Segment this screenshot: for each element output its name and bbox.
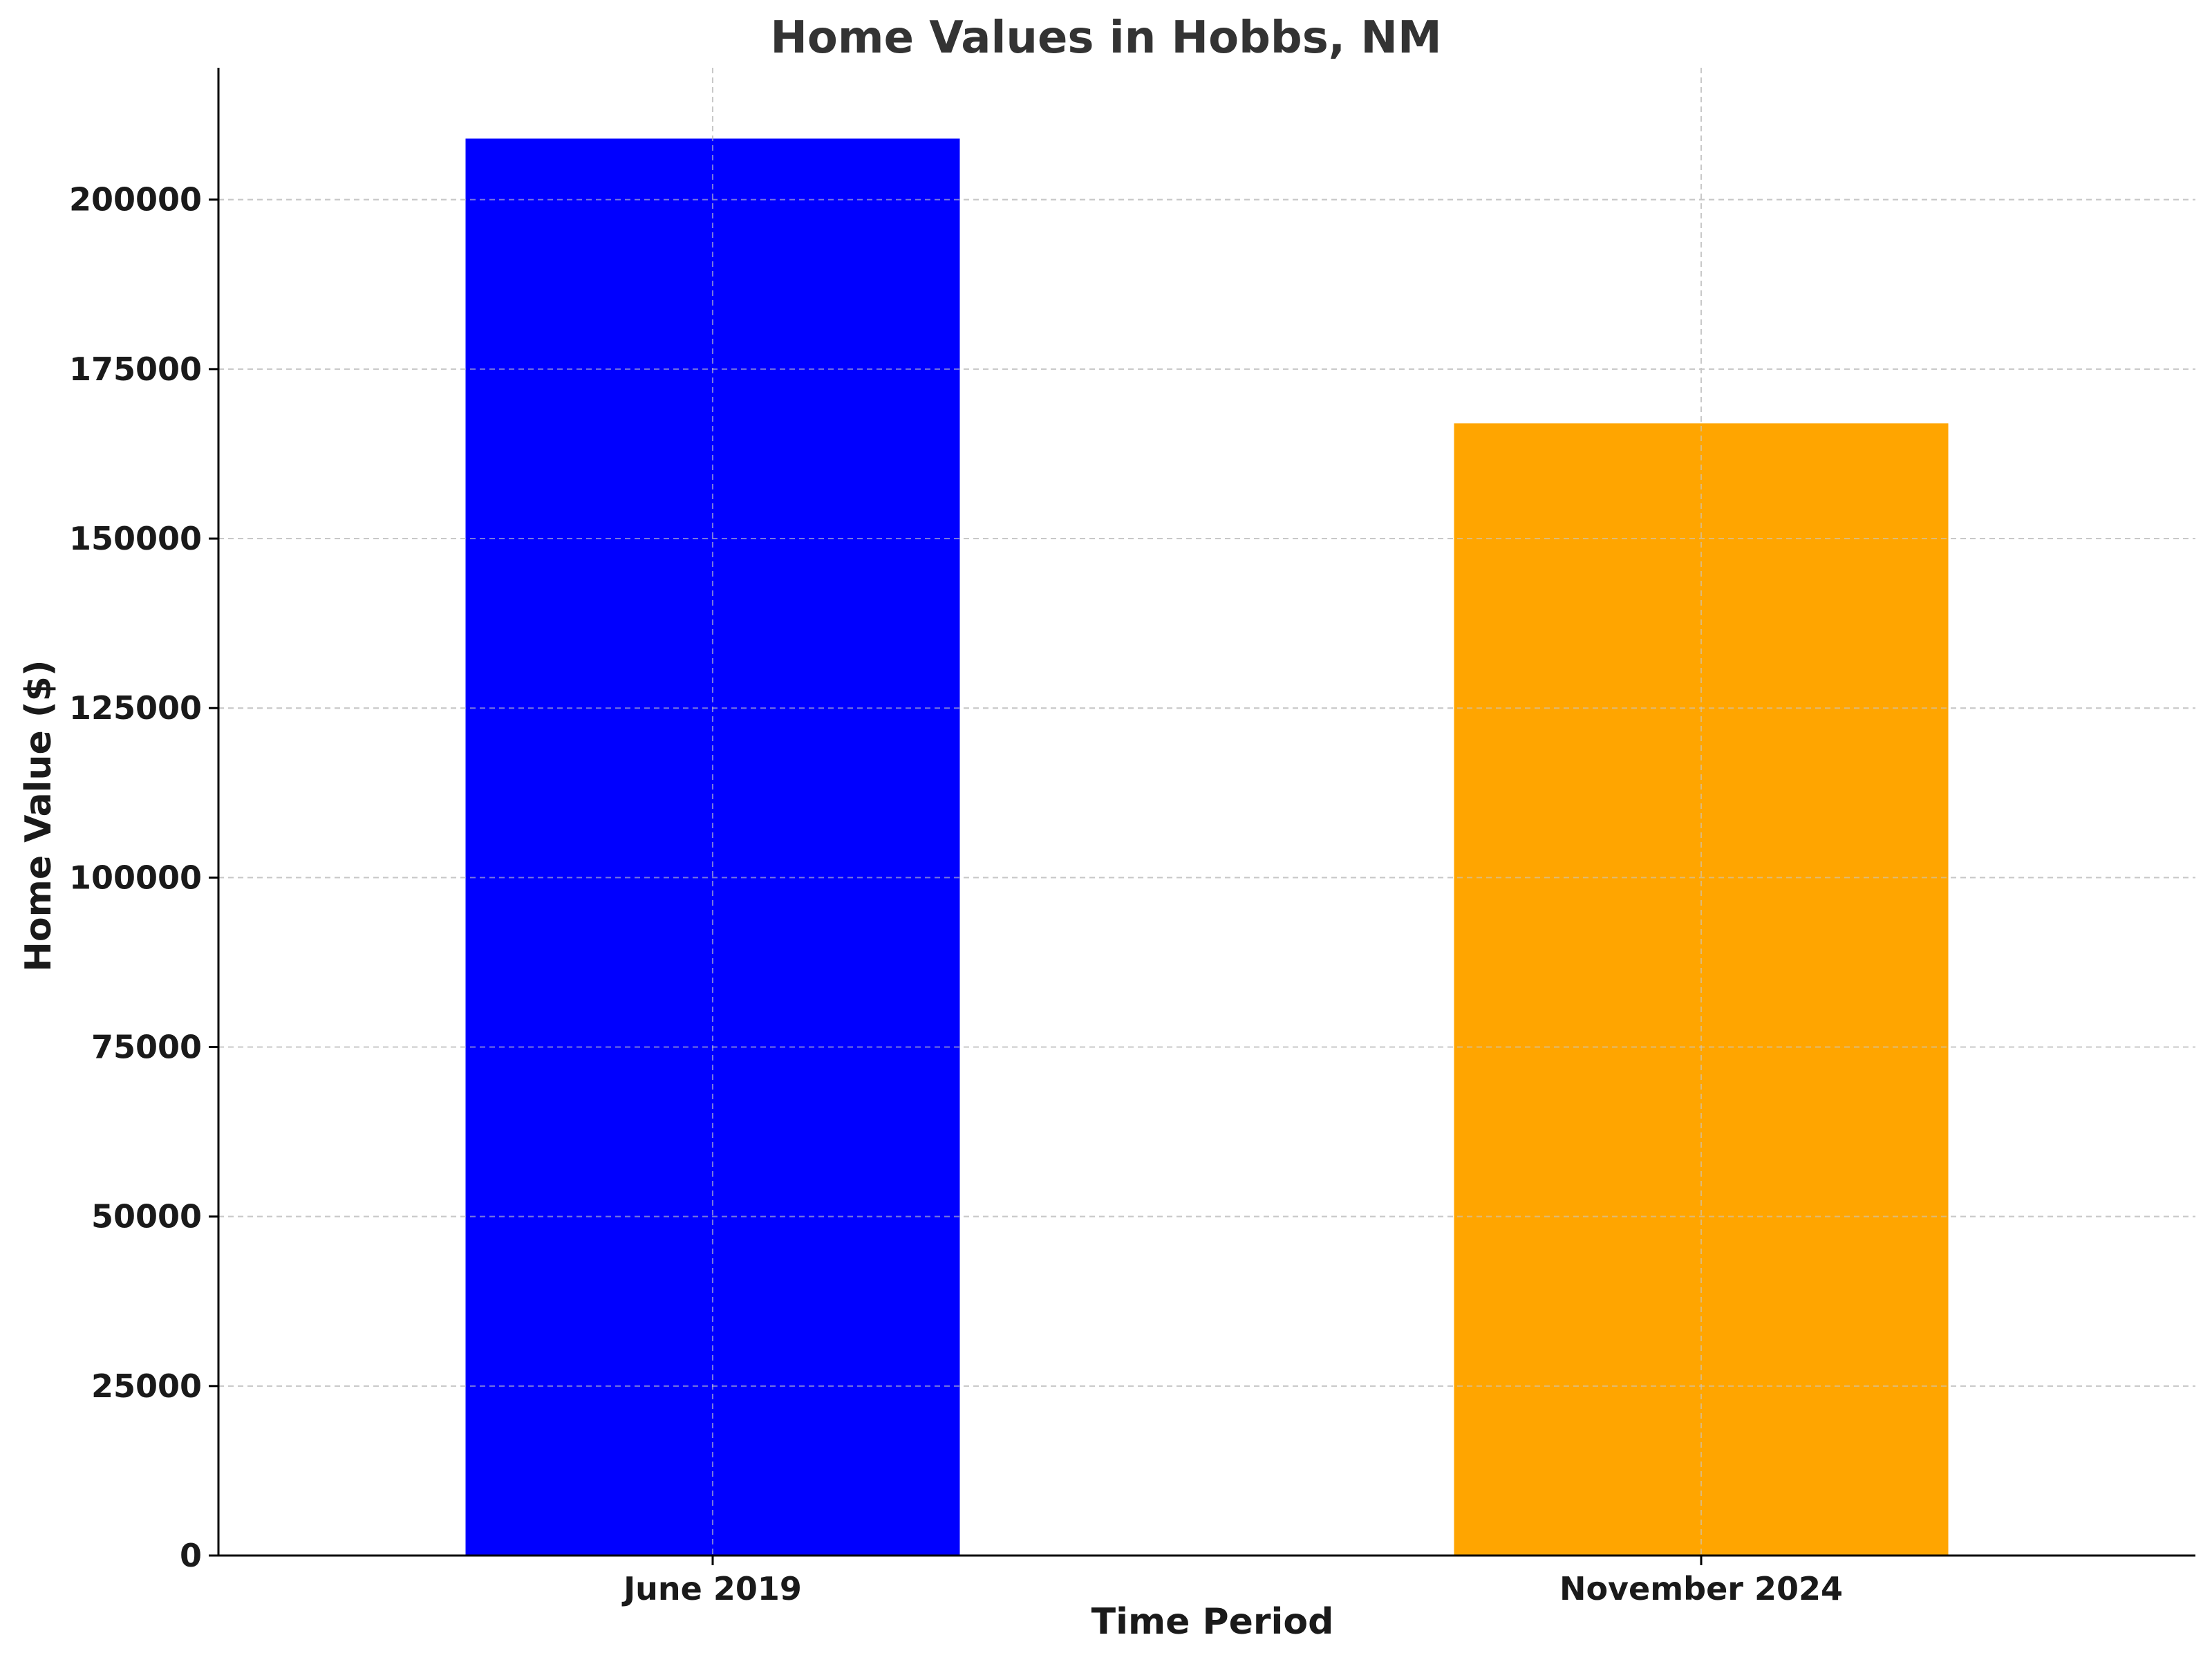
y-tick-label: 50000 [91,1198,202,1235]
y-tick-label: 25000 [91,1367,202,1405]
y-tick-label: 200000 [69,181,202,218]
x-tick-label: June 2019 [621,1570,802,1607]
y-axis-label: Home Value ($) [18,660,59,972]
y-tick-label: 100000 [69,859,202,896]
y-tick-label: 150000 [69,520,202,557]
chart-title: Home Values in Hobbs, NM [770,12,1442,64]
x-tick-label: November 2024 [1559,1570,1843,1607]
y-tick-label: 75000 [91,1029,202,1066]
y-tick-label: 175000 [69,351,202,388]
x-axis-label: Time Period [1091,1601,1334,1643]
y-tick-label: 0 [180,1537,202,1574]
y-tick-label: 125000 [69,689,202,727]
